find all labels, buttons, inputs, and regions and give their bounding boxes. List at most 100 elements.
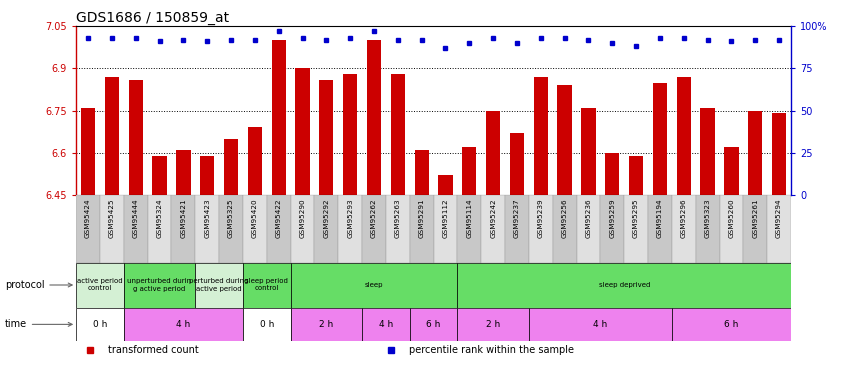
Bar [176, 150, 190, 195]
Bar [648, 195, 672, 262]
Bar [434, 195, 458, 262]
Bar [219, 195, 243, 262]
Text: GSM95261: GSM95261 [752, 198, 758, 238]
Bar [124, 195, 147, 262]
Bar [224, 139, 239, 195]
Bar [124, 308, 243, 341]
Bar [409, 195, 434, 262]
Text: transformed count: transformed count [108, 345, 199, 355]
Text: 0 h: 0 h [260, 320, 274, 329]
Text: unperturbed durin
g active period: unperturbed durin g active period [128, 279, 191, 291]
Text: GSM95194: GSM95194 [657, 198, 663, 238]
Text: 6 h: 6 h [426, 320, 441, 329]
Bar [272, 40, 286, 195]
Text: 6 h: 6 h [724, 320, 739, 329]
Bar [362, 195, 386, 262]
Text: GSM95290: GSM95290 [299, 198, 305, 238]
Bar [147, 195, 172, 262]
Bar [266, 195, 291, 262]
Bar [291, 195, 315, 262]
Bar [672, 195, 695, 262]
Bar [129, 80, 143, 195]
Bar [362, 308, 409, 341]
Bar [319, 80, 333, 195]
Bar [100, 195, 124, 262]
Bar [529, 195, 552, 262]
Bar [529, 308, 672, 341]
Bar [243, 308, 291, 341]
Bar [391, 74, 405, 195]
Bar [624, 195, 648, 262]
Text: perturbed during
active period: perturbed during active period [190, 279, 249, 291]
Bar [343, 74, 357, 195]
Bar [76, 262, 124, 308]
Bar [458, 195, 481, 262]
Text: GSM95239: GSM95239 [538, 198, 544, 238]
Bar [767, 195, 791, 262]
Bar [458, 308, 529, 341]
Text: GSM95263: GSM95263 [395, 198, 401, 238]
Bar [700, 108, 715, 195]
Text: GSM95292: GSM95292 [323, 198, 329, 238]
Text: GSM95259: GSM95259 [609, 198, 615, 238]
Bar [724, 147, 739, 195]
Bar [295, 68, 310, 195]
Bar [438, 176, 453, 195]
Bar [195, 262, 243, 308]
Bar [415, 150, 429, 195]
Text: GSM95325: GSM95325 [228, 198, 234, 238]
Bar [695, 195, 719, 262]
Text: GSM95323: GSM95323 [705, 198, 711, 238]
Bar [172, 195, 195, 262]
Text: protocol: protocol [4, 280, 72, 290]
Bar [81, 108, 96, 195]
Bar [462, 147, 476, 195]
Bar [672, 308, 791, 341]
Text: GSM95296: GSM95296 [681, 198, 687, 238]
Text: GSM95420: GSM95420 [252, 198, 258, 238]
Text: 2 h: 2 h [486, 320, 500, 329]
Bar [243, 262, 291, 308]
Text: GSM95291: GSM95291 [419, 198, 425, 238]
Bar [505, 195, 529, 262]
Text: 4 h: 4 h [593, 320, 607, 329]
Bar [124, 262, 195, 308]
Bar [76, 195, 100, 262]
Bar [338, 195, 362, 262]
Text: sleep deprived: sleep deprived [598, 282, 650, 288]
Bar [105, 77, 119, 195]
Text: GSM95294: GSM95294 [776, 198, 782, 238]
Text: GSM95425: GSM95425 [109, 198, 115, 238]
Text: GSM95293: GSM95293 [347, 198, 353, 238]
Bar [605, 153, 619, 195]
Bar [601, 195, 624, 262]
Text: 4 h: 4 h [379, 320, 393, 329]
Text: sleep period
control: sleep period control [245, 279, 288, 291]
Text: 2 h: 2 h [319, 320, 333, 329]
Text: GSM95256: GSM95256 [562, 198, 568, 238]
Text: GSM95424: GSM95424 [85, 198, 91, 238]
Bar [552, 195, 576, 262]
Text: GSM95444: GSM95444 [133, 198, 139, 238]
Text: GSM95324: GSM95324 [157, 198, 162, 238]
Bar [409, 308, 458, 341]
Text: GSM95421: GSM95421 [180, 198, 186, 238]
Text: time: time [4, 320, 72, 329]
Text: GSM95237: GSM95237 [514, 198, 520, 238]
Bar [719, 195, 744, 262]
Text: GSM95112: GSM95112 [442, 198, 448, 238]
Bar [291, 308, 362, 341]
Bar [581, 108, 596, 195]
Bar [243, 195, 266, 262]
Bar [76, 308, 124, 341]
Bar [486, 111, 500, 195]
Bar [748, 111, 762, 195]
Bar [629, 156, 643, 195]
Bar [481, 195, 505, 262]
Bar [558, 86, 572, 195]
Bar [744, 195, 767, 262]
Text: GSM95242: GSM95242 [490, 198, 496, 238]
Text: percentile rank within the sample: percentile rank within the sample [409, 345, 574, 355]
Bar [248, 128, 262, 195]
Bar [315, 195, 338, 262]
